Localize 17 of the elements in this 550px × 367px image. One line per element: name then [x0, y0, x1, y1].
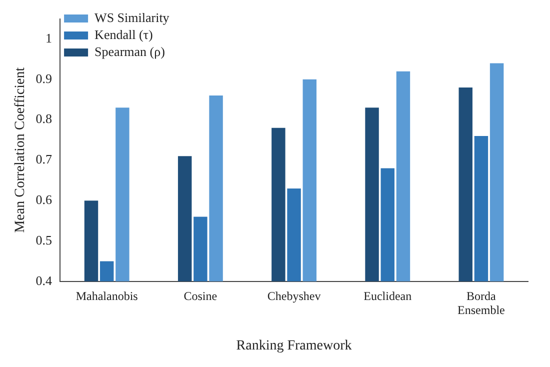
legend-label: Spearman (ρ) [94, 44, 165, 59]
legend-label: Kendall (τ) [94, 26, 153, 42]
y-tick-label: 1 [46, 30, 52, 46]
x-tick-label: Cosine [184, 288, 218, 303]
y-tick-label: 0.9 [36, 70, 52, 86]
x-tick-label: Borda Ensemble [458, 288, 505, 318]
x-tick-label: Mahalanobis [76, 288, 138, 303]
y-tick-label: 0.4 [36, 272, 53, 288]
x-tick-label: Euclidean [364, 288, 412, 303]
y-tick-label: 0.6 [36, 192, 53, 208]
y-tick-label: 0.5 [36, 232, 52, 248]
legend-label: WS Similarity [94, 10, 170, 25]
y-tick-label: 0.7 [36, 152, 53, 167]
y-tick-label: 0.8 [36, 111, 52, 126]
x-axis-title: Ranking Framework [236, 338, 352, 354]
y-axis-title: Mean Correlation Coefficient [13, 67, 28, 233]
x-tick-label: Chebyshev [267, 288, 321, 303]
